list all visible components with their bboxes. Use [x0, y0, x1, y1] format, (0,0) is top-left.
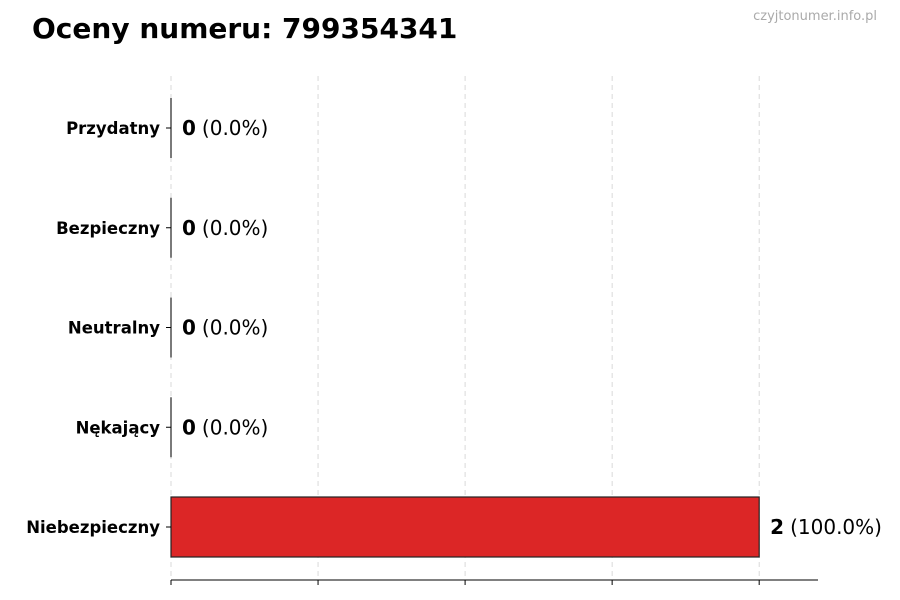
category-label: Przydatny	[66, 119, 160, 138]
data-label-percent: (0.0%)	[202, 116, 268, 140]
data-label-count: 0	[182, 216, 196, 240]
data-label: 2 (100.0%)	[770, 515, 882, 539]
category-label: Neutralny	[68, 319, 160, 338]
data-label-count: 0	[182, 116, 196, 140]
category-label: Nękający	[76, 418, 161, 437]
data-label-percent: (100.0%)	[790, 515, 882, 539]
data-label-percent: (0.0%)	[202, 216, 268, 240]
data-label: 0 (0.0%)	[182, 216, 268, 240]
data-label: 0 (0.0%)	[182, 415, 268, 439]
data-label: 0 (0.0%)	[182, 116, 268, 140]
data-label-percent: (0.0%)	[202, 415, 268, 439]
chart-title: Oceny numeru: 799354341	[32, 12, 458, 45]
data-label-percent: (0.0%)	[202, 316, 268, 340]
data-label: 0 (0.0%)	[182, 316, 268, 340]
bar-niebezpieczny	[170, 496, 760, 558]
watermark: czyjtonumer.info.pl	[753, 9, 877, 24]
data-label-count: 0	[182, 316, 196, 340]
data-label-count: 2	[770, 515, 784, 539]
category-label: Bezpieczny	[56, 219, 160, 238]
category-label: Niebezpieczny	[26, 518, 160, 537]
data-label-count: 0	[182, 415, 196, 439]
